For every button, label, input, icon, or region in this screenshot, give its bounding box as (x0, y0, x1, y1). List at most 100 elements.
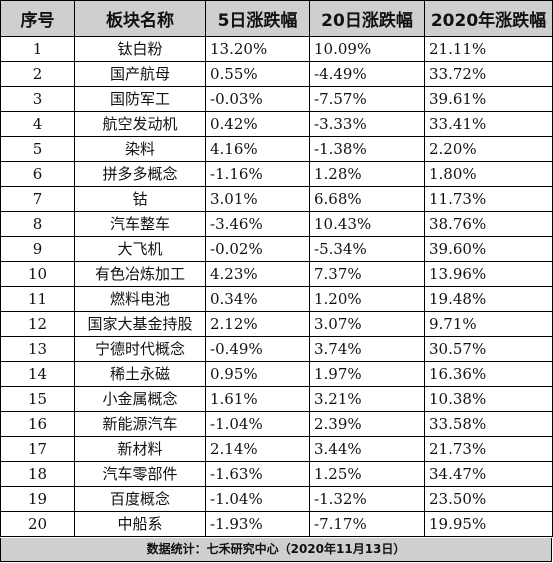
change-20day: 10.43% (309, 211, 425, 237)
sector-name: 燃料电池 (74, 286, 206, 312)
sector-name: 宁德时代概念 (74, 336, 206, 362)
header-20day-change: 20日涨跌幅 (309, 0, 425, 37)
change-2020: 33.58% (424, 411, 553, 437)
change-5day: 13.20% (205, 36, 310, 62)
sector-name: 稀土永磁 (74, 361, 206, 387)
sector-name: 钴 (74, 186, 206, 212)
row-index: 11 (0, 286, 75, 312)
table-row: 17 新材料 2.14% 3.44% 21.73% (0, 436, 553, 462)
sector-name: 百度概念 (74, 486, 206, 512)
change-2020: 38.76% (424, 211, 553, 237)
table-row: 7 钴 3.01% 6.68% 11.73% (0, 186, 553, 212)
table-row: 19 百度概念 -1.04% -1.32% 23.50% (0, 486, 553, 512)
change-2020: 1.80% (424, 161, 553, 187)
header-row: 序号 板块名称 5日涨跌幅 20日涨跌幅 2020年涨跌幅 (0, 0, 553, 37)
sector-name: 新能源汽车 (74, 411, 206, 437)
change-5day: -1.04% (205, 411, 310, 437)
row-index: 1 (0, 36, 75, 62)
change-20day: -5.34% (309, 236, 425, 262)
sector-name: 国家大基金持股 (74, 311, 206, 337)
table-row: 20 中船系 -1.93% -7.17% 19.95% (0, 511, 553, 537)
change-5day: -0.03% (205, 86, 310, 112)
row-index: 4 (0, 111, 75, 137)
sector-name: 新材料 (74, 436, 206, 462)
change-2020: 9.71% (424, 311, 553, 337)
table-row: 15 小金属概念 1.61% 3.21% 10.38% (0, 386, 553, 412)
change-20day: 10.09% (309, 36, 425, 62)
row-index: 12 (0, 311, 75, 337)
change-2020: 34.47% (424, 461, 553, 487)
table-row: 9 大飞机 -0.02% -5.34% 39.60% (0, 236, 553, 262)
change-5day: -1.93% (205, 511, 310, 537)
row-index: 7 (0, 186, 75, 212)
sector-name: 有色冶炼加工 (74, 261, 206, 287)
change-5day: 4.16% (205, 136, 310, 162)
sector-ranking-table: 序号 板块名称 5日涨跌幅 20日涨跌幅 2020年涨跌幅 1 钛白粉 13.20%… (0, 0, 553, 537)
sector-name: 钛白粉 (74, 36, 206, 62)
change-5day: 0.55% (205, 61, 310, 87)
sector-name: 拼多多概念 (74, 161, 206, 187)
change-5day: -1.63% (205, 461, 310, 487)
sector-name: 国防军工 (74, 86, 206, 112)
change-2020: 11.73% (424, 186, 553, 212)
change-2020: 33.72% (424, 61, 553, 87)
row-index: 18 (0, 461, 75, 487)
table-row: 18 汽车零部件 -1.63% 1.25% 34.47% (0, 461, 553, 487)
row-index: 9 (0, 236, 75, 262)
row-index: 17 (0, 436, 75, 462)
row-index: 19 (0, 486, 75, 512)
change-20day: 3.74% (309, 336, 425, 362)
change-5day: 0.34% (205, 286, 310, 312)
table-row: 6 拼多多概念 -1.16% 1.28% 1.80% (0, 161, 553, 187)
table-row: 14 稀土永磁 0.95% 1.97% 16.36% (0, 361, 553, 387)
table-row: 11 燃料电池 0.34% 1.20% 19.48% (0, 286, 553, 312)
row-index: 15 (0, 386, 75, 412)
row-index: 5 (0, 136, 75, 162)
change-2020: 10.38% (424, 386, 553, 412)
change-2020: 19.95% (424, 511, 553, 537)
change-5day: 2.12% (205, 311, 310, 337)
row-index: 10 (0, 261, 75, 287)
change-5day: 2.14% (205, 436, 310, 462)
change-20day: -7.17% (309, 511, 425, 537)
change-5day: -3.46% (205, 211, 310, 237)
change-2020: 21.11% (424, 36, 553, 62)
sector-name: 染料 (74, 136, 206, 162)
header-2020-change: 2020年涨跌幅 (424, 0, 553, 37)
header-sector-name: 板块名称 (74, 0, 206, 37)
sector-name: 小金属概念 (74, 386, 206, 412)
change-20day: 1.28% (309, 161, 425, 187)
change-20day: 1.25% (309, 461, 425, 487)
table-row: 12 国家大基金持股 2.12% 3.07% 9.71% (0, 311, 553, 337)
change-2020: 16.36% (424, 361, 553, 387)
change-2020: 21.73% (424, 436, 553, 462)
change-5day: -1.04% (205, 486, 310, 512)
change-20day: 6.68% (309, 186, 425, 212)
change-2020: 23.50% (424, 486, 553, 512)
change-5day: 4.23% (205, 261, 310, 287)
table-row: 16 新能源汽车 -1.04% 2.39% 33.58% (0, 411, 553, 437)
sector-name: 汽车整车 (74, 211, 206, 237)
table-row: 10 有色冶炼加工 4.23% 7.37% 13.96% (0, 261, 553, 287)
change-2020: 39.61% (424, 86, 553, 112)
row-index: 14 (0, 361, 75, 387)
table-row: 2 国产航母 0.55% -4.49% 33.72% (0, 61, 553, 87)
change-2020: 30.57% (424, 336, 553, 362)
change-2020: 2.20% (424, 136, 553, 162)
change-20day: 3.07% (309, 311, 425, 337)
data-source-footer: 数据统计：七禾研究中心（2020年11月13日） (0, 538, 552, 562)
change-20day: -4.49% (309, 61, 425, 87)
sector-name: 中船系 (74, 511, 206, 537)
row-index: 8 (0, 211, 75, 237)
header-index: 序号 (0, 0, 75, 37)
table-body: 1 钛白粉 13.20% 10.09% 21.11% 2 国产航母 0.55% -4.49% 33… (0, 36, 553, 537)
row-index: 16 (0, 411, 75, 437)
header-5day-change: 5日涨跌幅 (205, 0, 310, 37)
change-20day: 7.37% (309, 261, 425, 287)
table-row: 13 宁德时代概念 -0.49% 3.74% 30.57% (0, 336, 553, 362)
table-row: 5 染料 4.16% -1.38% 2.20% (0, 136, 553, 162)
change-5day: -0.02% (205, 236, 310, 262)
change-20day: -3.33% (309, 111, 425, 137)
row-index: 6 (0, 161, 75, 187)
